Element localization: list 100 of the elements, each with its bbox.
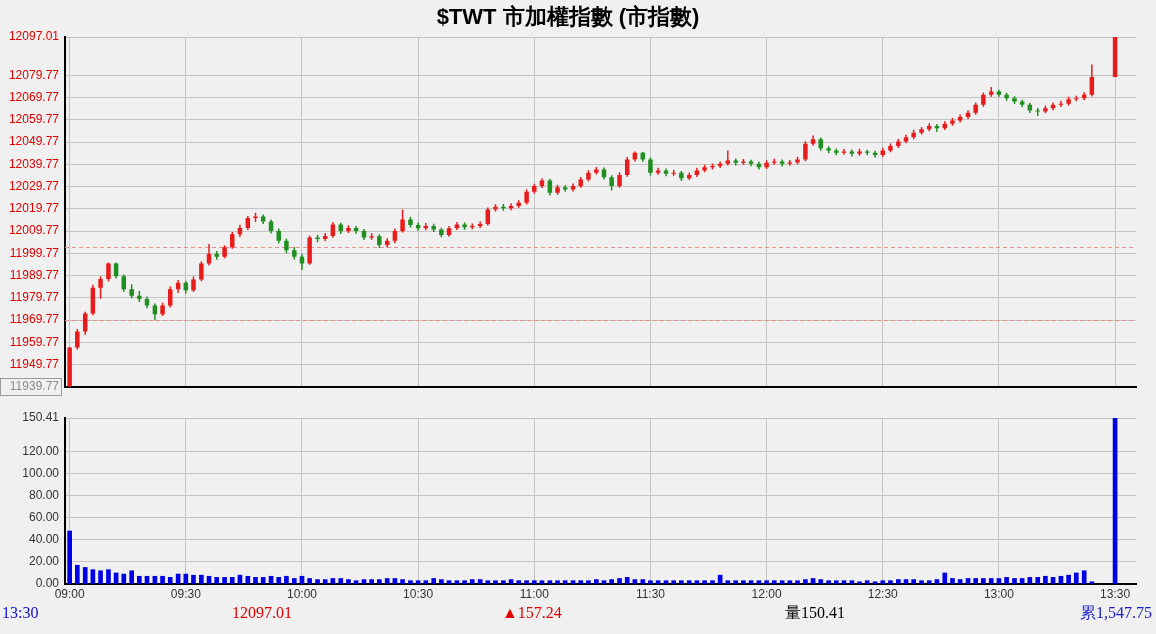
bar	[617, 578, 622, 584]
y-tick-label: 40.00	[28, 532, 60, 547]
bar	[686, 580, 692, 584]
chart-title: $TWT 市加權指數 (市指數)	[436, 4, 700, 30]
bar	[748, 580, 754, 584]
bar	[702, 580, 707, 584]
bar	[1043, 575, 1048, 584]
bar	[663, 580, 669, 584]
bar	[222, 577, 227, 584]
bar	[1073, 572, 1079, 584]
bar	[586, 580, 591, 584]
bar	[160, 575, 165, 584]
bar	[624, 577, 630, 584]
bar	[284, 575, 289, 584]
x-tick-label: 09:30	[170, 586, 202, 601]
bar	[423, 580, 429, 584]
bar	[679, 580, 684, 584]
bar	[439, 579, 444, 584]
candlestick	[725, 150, 731, 166]
bar	[1027, 577, 1033, 584]
y-tick-label: 12097.01	[8, 29, 60, 44]
bar	[795, 580, 800, 584]
bar	[1066, 574, 1071, 584]
bar	[655, 580, 661, 584]
bar	[926, 580, 932, 584]
bar	[291, 578, 297, 584]
bar	[756, 580, 762, 584]
x-tick-label: 11:00	[519, 586, 550, 601]
bar	[392, 578, 398, 584]
text: 量150.41	[785, 603, 845, 623]
bar	[888, 580, 893, 584]
bar	[338, 578, 344, 584]
bar	[710, 580, 715, 584]
bar	[493, 580, 498, 584]
x-tick-label: 12:00	[751, 586, 782, 601]
text: 12097.01	[232, 603, 292, 623]
bar	[981, 578, 986, 584]
bar	[779, 580, 785, 584]
y-tick-label: 12039.77	[8, 156, 60, 171]
y-tick-label: 20.00	[28, 554, 60, 569]
bar	[469, 579, 475, 584]
bar	[741, 580, 746, 584]
bar	[648, 580, 653, 584]
x-tick-label: 10:00	[286, 586, 318, 601]
bar	[880, 580, 886, 584]
bar	[919, 580, 924, 584]
bar	[384, 578, 390, 584]
bar	[516, 580, 522, 584]
bar	[501, 580, 506, 584]
y-tick-label: 12069.77	[8, 89, 60, 104]
bar	[214, 577, 220, 584]
bar	[129, 570, 135, 584]
text: 累1,547.75	[1080, 603, 1152, 623]
y-tick-label: 80.00	[28, 488, 60, 503]
bar	[454, 580, 460, 584]
bar	[477, 579, 483, 584]
bar	[408, 580, 413, 584]
bar	[322, 579, 328, 584]
bar	[570, 580, 576, 584]
bar	[942, 572, 948, 584]
bar	[98, 570, 103, 584]
bar	[1012, 578, 1017, 584]
text: 13:30	[2, 603, 39, 623]
bar	[183, 573, 189, 584]
bar	[833, 580, 839, 584]
y-tick-label: 11979.77	[9, 290, 60, 305]
bar	[609, 579, 614, 584]
text: ▲157.24	[502, 603, 562, 623]
bar	[330, 578, 336, 584]
bar	[276, 577, 282, 584]
bar	[446, 580, 452, 584]
bar	[361, 579, 367, 584]
y-tick-label: 11989.77	[9, 267, 60, 282]
bar	[562, 580, 568, 584]
y-tick-label: 12079.77	[8, 67, 60, 82]
bar	[725, 580, 731, 584]
y-tick-label: 11959.77	[9, 334, 60, 349]
y-tick-label: 150.41	[22, 410, 60, 425]
bar	[826, 580, 831, 584]
bar	[934, 579, 940, 584]
x-tick-label: 13:30	[1100, 586, 1131, 601]
bar	[764, 580, 769, 584]
bar	[524, 580, 529, 584]
bar	[601, 580, 607, 584]
bar	[950, 578, 955, 584]
bar	[106, 569, 111, 584]
bar	[199, 574, 204, 584]
bar	[988, 578, 994, 584]
bar	[1081, 570, 1087, 584]
bar	[82, 567, 88, 584]
bar	[632, 579, 638, 584]
bar	[965, 578, 971, 584]
y-tick-label: 12019.77	[8, 201, 60, 216]
bar	[1004, 577, 1009, 584]
y-tick-label: 12029.77	[8, 178, 60, 193]
bar	[431, 578, 437, 584]
bar	[346, 579, 351, 584]
bar	[353, 580, 359, 584]
bar	[957, 579, 963, 584]
x-tick-label: 12:30	[867, 586, 899, 601]
